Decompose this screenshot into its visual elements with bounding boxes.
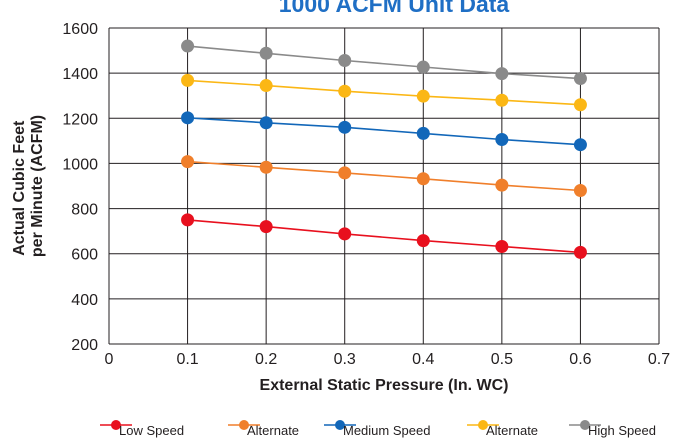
legend-marker: [335, 420, 345, 430]
data-point: [259, 46, 273, 60]
series-line: [187, 45, 581, 80]
data-point: [259, 116, 273, 130]
series-4: [181, 73, 587, 112]
data-point: [181, 213, 195, 227]
data-point: [495, 93, 509, 107]
series-line: [187, 160, 581, 192]
legend-label: Medium Speed: [343, 423, 430, 438]
legend-label: Alternate: [247, 423, 299, 438]
data-point: [416, 172, 430, 186]
y-tick-label: 1000: [62, 156, 98, 173]
chart-title: 1000 ACFM Unit Data: [279, 0, 510, 17]
data-point: [416, 234, 430, 248]
legend-label: High Speed: [588, 423, 656, 438]
legend-marker: [580, 420, 590, 430]
data-point: [259, 160, 273, 174]
data-point: [338, 84, 352, 98]
axes: [108, 28, 659, 345]
x-tick-label: 0.1: [176, 351, 198, 368]
legend-item-5: High Speed: [569, 420, 656, 438]
y-tick-labels: 200 400 600 800 1000 1200 1400 1600: [62, 21, 98, 354]
y-axis-title: Actual Cubic Feet per Minute (ACFM): [11, 115, 46, 257]
series-1: [181, 213, 587, 259]
legend-label: Alternate: [486, 423, 538, 438]
x-tick-label: 0.5: [491, 351, 513, 368]
x-tick-labels: 0 0.1 0.2 0.3 0.4 0.5 0.6 0.7: [105, 351, 671, 368]
series-line: [187, 117, 581, 146]
data-point: [495, 239, 509, 253]
data-point: [573, 72, 587, 86]
x-tick-label: 0.2: [255, 351, 277, 368]
data-point: [259, 79, 273, 93]
x-tick-label: 0: [105, 351, 114, 368]
legend-item-4: Alternate: [467, 420, 538, 438]
data-point: [259, 220, 273, 234]
legend-marker: [239, 420, 249, 430]
data-point: [338, 54, 352, 68]
y-tick-label: 1200: [62, 111, 98, 128]
data-point: [416, 89, 430, 103]
data-point: [181, 39, 195, 53]
data-point: [495, 67, 509, 81]
legend-label: Low Speed: [119, 423, 184, 438]
series-line: [187, 79, 581, 106]
data-point: [573, 98, 587, 112]
series-3: [181, 111, 587, 152]
legend: Low Speed Alternate Medium Speed Alternate H…: [100, 420, 656, 438]
data-point: [181, 155, 195, 169]
data-point: [338, 227, 352, 241]
series-line: [187, 219, 581, 254]
data-point: [338, 166, 352, 180]
data-point: [573, 245, 587, 259]
y-tick-label: 600: [71, 247, 98, 264]
x-tick-label: 0.3: [334, 351, 356, 368]
y-axis-title-line-1: Actual Cubic Feet: [11, 120, 28, 256]
data-point: [495, 133, 509, 147]
x-axis-title: External Static Pressure (In. WC): [260, 377, 509, 394]
y-tick-label: 400: [71, 292, 98, 309]
series-5: [181, 39, 587, 86]
data-point: [416, 126, 430, 140]
y-tick-label: 1400: [62, 66, 98, 83]
data-point: [416, 60, 430, 74]
data-point: [573, 184, 587, 198]
y-tick-label: 800: [71, 202, 98, 219]
data-point: [181, 111, 195, 125]
legend-marker: [111, 420, 121, 430]
y-tick-label: 1600: [62, 21, 98, 38]
data-point: [495, 178, 509, 192]
series-group: [181, 39, 587, 259]
data-point: [181, 73, 195, 87]
legend-item-3: Medium Speed: [324, 420, 430, 438]
x-tick-label: 0.6: [569, 351, 591, 368]
data-point: [573, 138, 587, 152]
legend-item-1: Low Speed: [100, 420, 184, 438]
series-2: [181, 155, 587, 198]
data-point: [338, 120, 352, 134]
legend-item-2: Alternate: [228, 420, 299, 438]
y-axis-title-line-2: per Minute (ACFM): [29, 115, 46, 257]
x-tick-label: 0.7: [648, 351, 670, 368]
x-tick-label: 0.4: [412, 351, 434, 368]
y-tick-label: 200: [71, 337, 98, 354]
legend-marker: [478, 420, 488, 430]
